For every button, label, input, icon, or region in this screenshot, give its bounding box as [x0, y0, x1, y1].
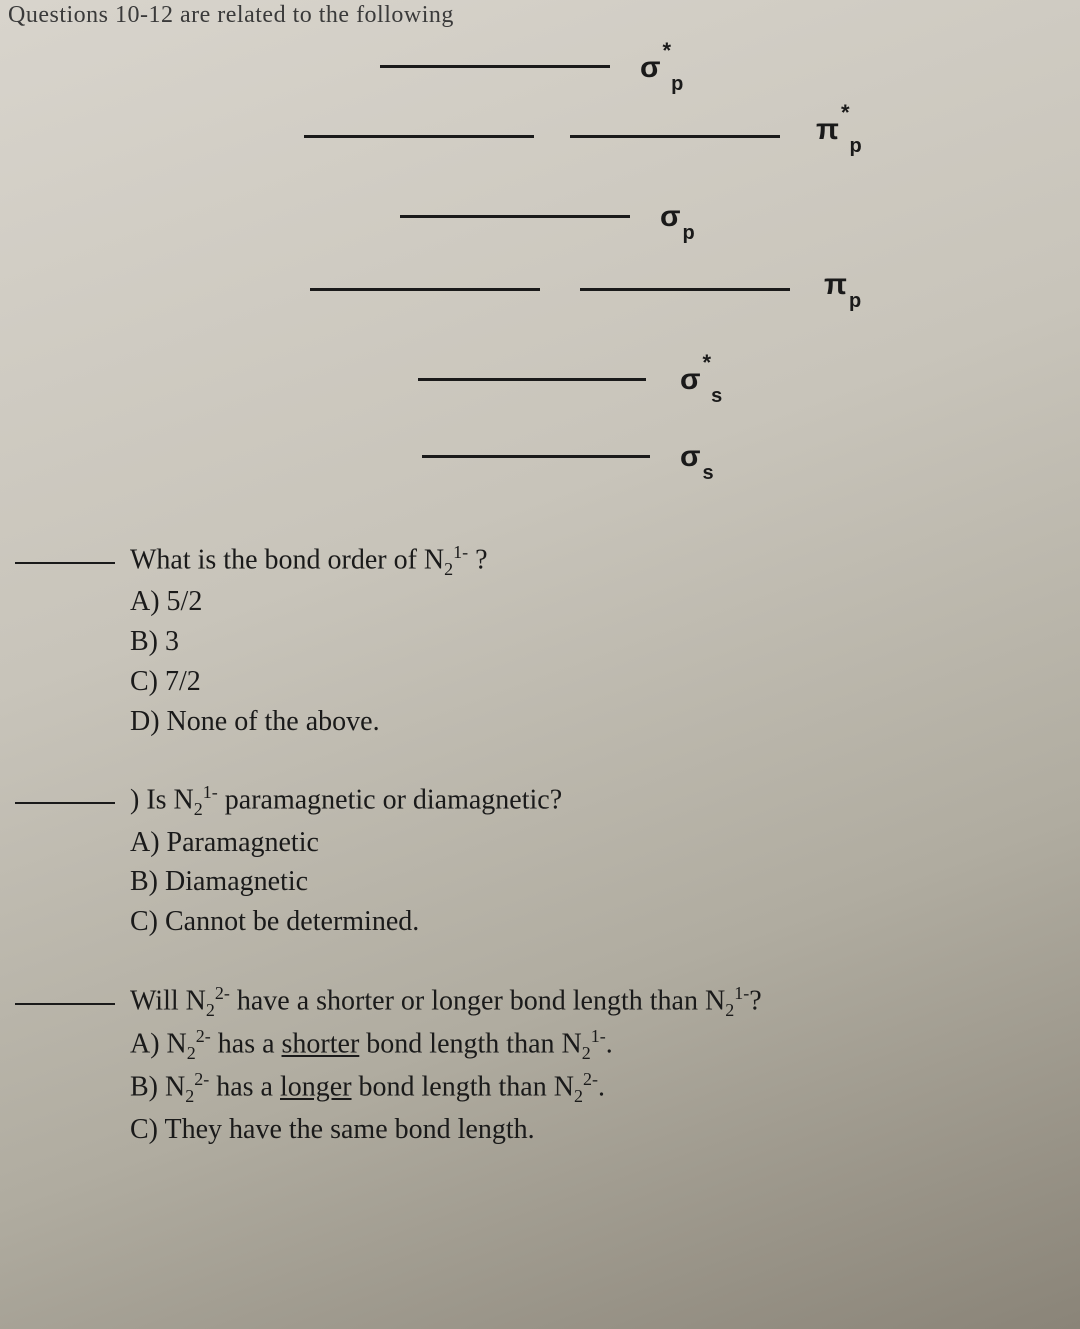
energy-level-sigma_s_star: [418, 378, 646, 381]
question-2: ) Is N21- paramagnetic or diamagnetic?A)…: [20, 780, 1040, 941]
orbital-label-sigma_p_star: σ*p: [640, 46, 681, 90]
question-prompt: What is the bond order of N21- ?: [130, 540, 1040, 581]
energy-level-pi_p: [310, 288, 540, 291]
answer-blank: [15, 562, 115, 564]
page-header: Questions 10-12 are related to the follo…: [8, 2, 454, 29]
option-C: C) 7/2: [130, 663, 1040, 701]
option-D: D) None of the above.: [130, 703, 1040, 741]
orbital-label-pi_p: πp: [824, 268, 859, 307]
question-prompt: Will N22- have a shorter or longer bond …: [130, 981, 1040, 1022]
options-list: A) 5/2B) 3C) 7/2D) None of the above.: [130, 583, 1040, 740]
orbital-label-pi_p_star: π*p: [816, 108, 860, 152]
energy-level-pi_p: [580, 288, 790, 291]
option-A: A) Paramagnetic: [130, 824, 1040, 862]
energy-level-sigma_p: [400, 215, 630, 218]
questions-section: What is the bond order of N21- ?A) 5/2B)…: [20, 540, 1040, 1188]
option-C: C) They have the same bond length.: [130, 1111, 1040, 1149]
question-1: What is the bond order of N21- ?A) 5/2B)…: [20, 540, 1040, 740]
orbital-label-sigma_p: σp: [660, 200, 693, 239]
option-A: A) N22- has a shorter bond length than N…: [130, 1024, 1040, 1065]
answer-blank: [15, 1003, 115, 1005]
question-3: Will N22- have a shorter or longer bond …: [20, 981, 1040, 1148]
worksheet-page: Questions 10-12 are related to the follo…: [0, 0, 1080, 1329]
mo-diagram: σ*p π*p σp πp σ*s σs: [0, 30, 1080, 510]
options-list: A) N22- has a shorter bond length than N…: [130, 1024, 1040, 1148]
answer-blank: [15, 802, 115, 804]
energy-level-sigma_p_star: [380, 65, 610, 68]
options-list: A) ParamagneticB) DiamagneticC) Cannot b…: [130, 824, 1040, 941]
energy-level-sigma_s: [422, 455, 650, 458]
option-B: B) N22- has a longer bond length than N2…: [130, 1067, 1040, 1108]
option-B: B) Diamagnetic: [130, 863, 1040, 901]
option-A: A) 5/2: [130, 583, 1040, 621]
energy-level-pi_p_star: [304, 135, 534, 138]
option-B: B) 3: [130, 623, 1040, 661]
energy-level-pi_p_star: [570, 135, 780, 138]
orbital-label-sigma_s: σs: [680, 440, 712, 479]
question-prompt: ) Is N21- paramagnetic or diamagnetic?: [130, 780, 1040, 821]
orbital-label-sigma_s_star: σ*s: [680, 358, 720, 402]
option-C: C) Cannot be determined.: [130, 903, 1040, 941]
